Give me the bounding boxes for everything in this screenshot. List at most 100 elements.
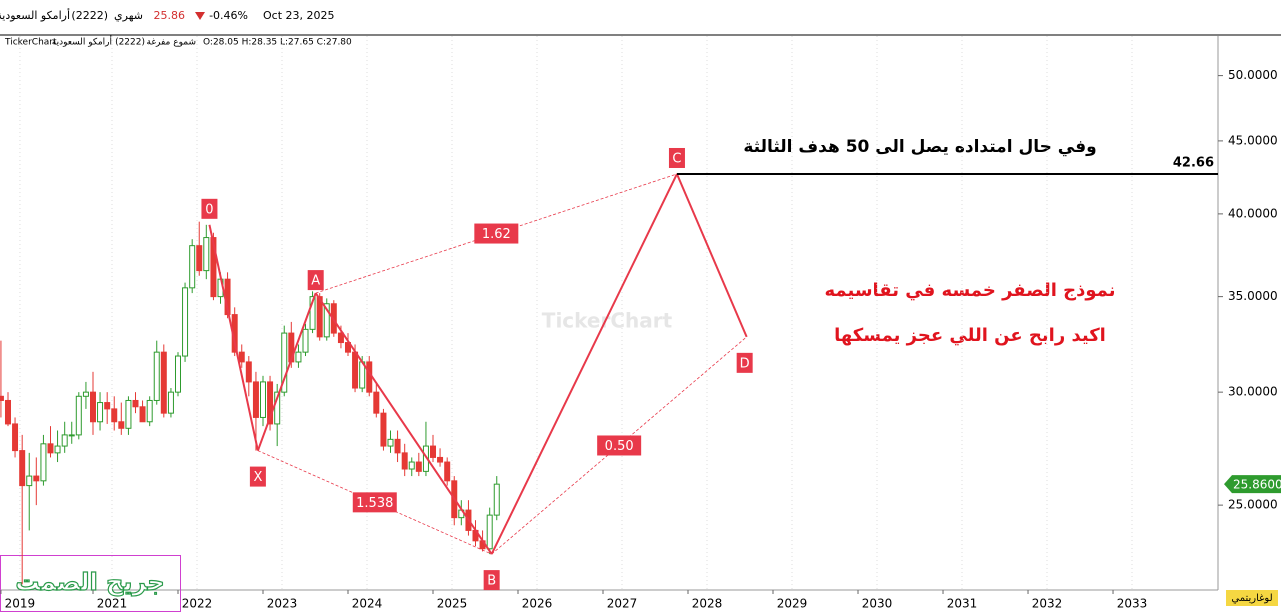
candle-body [54,445,61,454]
candle-body [139,406,146,423]
candle-body [61,434,68,447]
candle-body [104,402,111,410]
sub-name: أرامكو السعودية [52,36,112,48]
x-tick-label: 2027 [607,597,638,611]
point-label: C [672,151,681,166]
y-tick-label: 35.0000 [1228,289,1278,303]
candle-body [430,445,437,458]
x-tick-label: 2025 [437,597,468,611]
x-tick-label: 2022 [182,597,213,611]
candle-body [238,351,245,363]
candle-body [366,361,373,393]
ratio-label: 1.62 [482,227,511,242]
price: 25.86 [154,9,186,22]
stock-code: (2222) [71,9,108,22]
candle-body [118,421,125,429]
candle-body [415,461,422,472]
x-tick-label: 2033 [1117,597,1148,611]
candle-body [444,461,451,482]
candle-body [316,296,323,338]
point-label: X [253,470,262,485]
pattern-line [490,173,678,555]
point-label: 0 [205,202,213,217]
stock-name: أرامكو السعودية [0,8,70,22]
candle-body [111,408,118,423]
candle-body [486,514,493,550]
period: شهري [114,9,143,22]
point-badge [668,147,685,168]
candle-body [153,351,160,401]
pattern-line [208,224,259,451]
candle-body [281,332,288,393]
candle-body [174,355,181,393]
point-label: B [487,574,496,589]
level-label: 42.66 [1173,155,1214,170]
y-tick-label: 40.0000 [1228,206,1278,220]
candle-body [68,434,75,437]
ratio-badge [597,435,642,456]
signature: جريح الصمت [15,568,164,596]
x-tick-label: 2031 [947,597,978,611]
point-badge [249,466,266,487]
candle-body [0,395,4,401]
point-label: D [740,356,750,371]
x-tick-label: 2028 [692,597,723,611]
annotation: وفي حال امتداده يصل الى 50 هدف الثالثة [743,137,1096,157]
last-price-label: 25.8600 [1233,478,1281,492]
y-tick-label: 30.0000 [1228,385,1278,399]
candle-body [89,391,96,423]
x-tick-label: 2029 [777,597,808,611]
candle-body [309,296,316,330]
candle-body [196,245,203,272]
candle-body [182,287,189,357]
candle-body [146,399,153,423]
x-tick-label: 2026 [522,597,553,611]
last-price-badge [1224,475,1281,494]
y-tick-label: 45.0000 [1228,133,1278,147]
ratio-label: 1.538 [356,496,393,511]
candle-body [302,328,309,353]
candle-body [493,483,500,516]
candle-body [167,391,174,414]
candle-body [125,399,132,429]
candle-body [75,395,82,436]
annotation: نموذج الصفر خمسه في تقاسيمه [825,280,1116,301]
candle-body [337,332,344,344]
pattern-line [314,292,493,555]
x-tick-label: 2030 [862,597,893,611]
ratio-label: 0.50 [605,439,634,454]
candle-body [274,391,281,425]
candle-body [97,402,104,423]
x-tick-label: 2032 [1032,597,1063,611]
sub-code: (2222) [115,38,145,48]
candle-body [132,399,139,408]
pattern-line [256,292,317,451]
x-tick-label: 2021 [97,597,128,611]
y-tick-label: 50.0000 [1228,68,1278,82]
candle-body [33,475,40,482]
date: Oct 23, 2025 [263,9,335,22]
candle-body [203,237,210,272]
ohlc: O:28.05 H:28.35 L:27.65 C:27.80 [203,38,352,48]
candle-body [26,475,33,487]
candle-body [47,443,54,454]
candle-body [387,438,394,447]
candle-body [259,381,266,418]
point-badge [736,352,753,373]
candle-body [401,452,408,470]
pattern-line [676,173,748,338]
candle-body [12,423,19,452]
source: TickerChart [4,38,57,48]
annotation: اكيد رابح عن اللي عجز يمسكها [834,325,1106,346]
down-arrow [195,12,205,20]
candle-body [252,381,259,418]
log-badge [1226,590,1278,606]
candle-body [82,391,89,397]
y-axis-label: لوغاريتمي [1231,593,1272,604]
candle-body [189,245,196,289]
candle-body [40,443,47,482]
candle-body [245,361,252,383]
candle-body [4,399,11,425]
